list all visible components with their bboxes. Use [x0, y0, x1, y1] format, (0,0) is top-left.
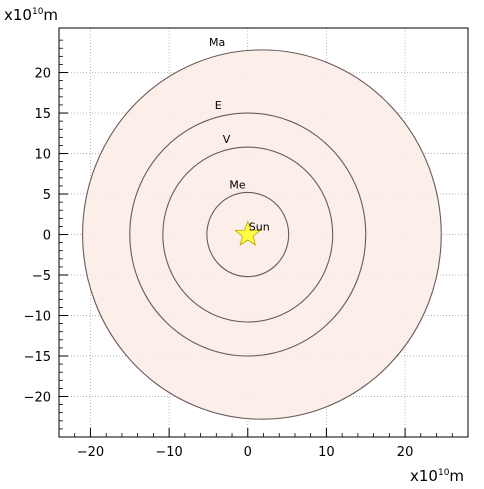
- x-tick-label: 10: [318, 445, 335, 460]
- y-tick-label: 10: [34, 148, 51, 163]
- x-axis-unit-label: x1010m: [410, 467, 464, 485]
- y-tick-label: 15: [34, 107, 51, 122]
- orbit-Ma: [82, 49, 442, 420]
- orbit-labels: Ma E V Me: [209, 36, 246, 192]
- x-tick-label: 20: [397, 445, 414, 460]
- y-axis: −20 −15 −10 −5 0 5 10 15 20: [24, 39, 68, 430]
- orbit-label: E: [215, 99, 222, 112]
- orbit-label: Me: [229, 178, 245, 191]
- y-tick-label: −10: [24, 310, 51, 325]
- x-tick-label: −20: [77, 445, 104, 460]
- x-tick-label: −10: [155, 445, 182, 460]
- sun-star: [234, 220, 262, 246]
- y-tick-label: −5: [32, 269, 51, 284]
- orbit-V: [162, 146, 334, 323]
- orbit-label: Ma: [209, 36, 225, 49]
- y-tick-label: 5: [43, 188, 51, 203]
- y-tick-label: −15: [24, 350, 51, 365]
- x-tick-label: 0: [244, 445, 252, 460]
- sun-label: Sun: [249, 221, 270, 234]
- y-tick-label: −20: [24, 391, 51, 406]
- orbits: [82, 49, 442, 420]
- orbit-Me: [206, 191, 290, 278]
- orbit-E: [129, 112, 367, 357]
- y-axis-unit-label: x1010m: [4, 6, 58, 24]
- orbit-label: V: [223, 133, 231, 146]
- y-tick-label: 20: [34, 67, 51, 82]
- x-axis: −20 −10 0 10 20: [74, 428, 453, 460]
- sun-group: Sun: [234, 220, 270, 246]
- y-tick-label: 0: [43, 229, 51, 244]
